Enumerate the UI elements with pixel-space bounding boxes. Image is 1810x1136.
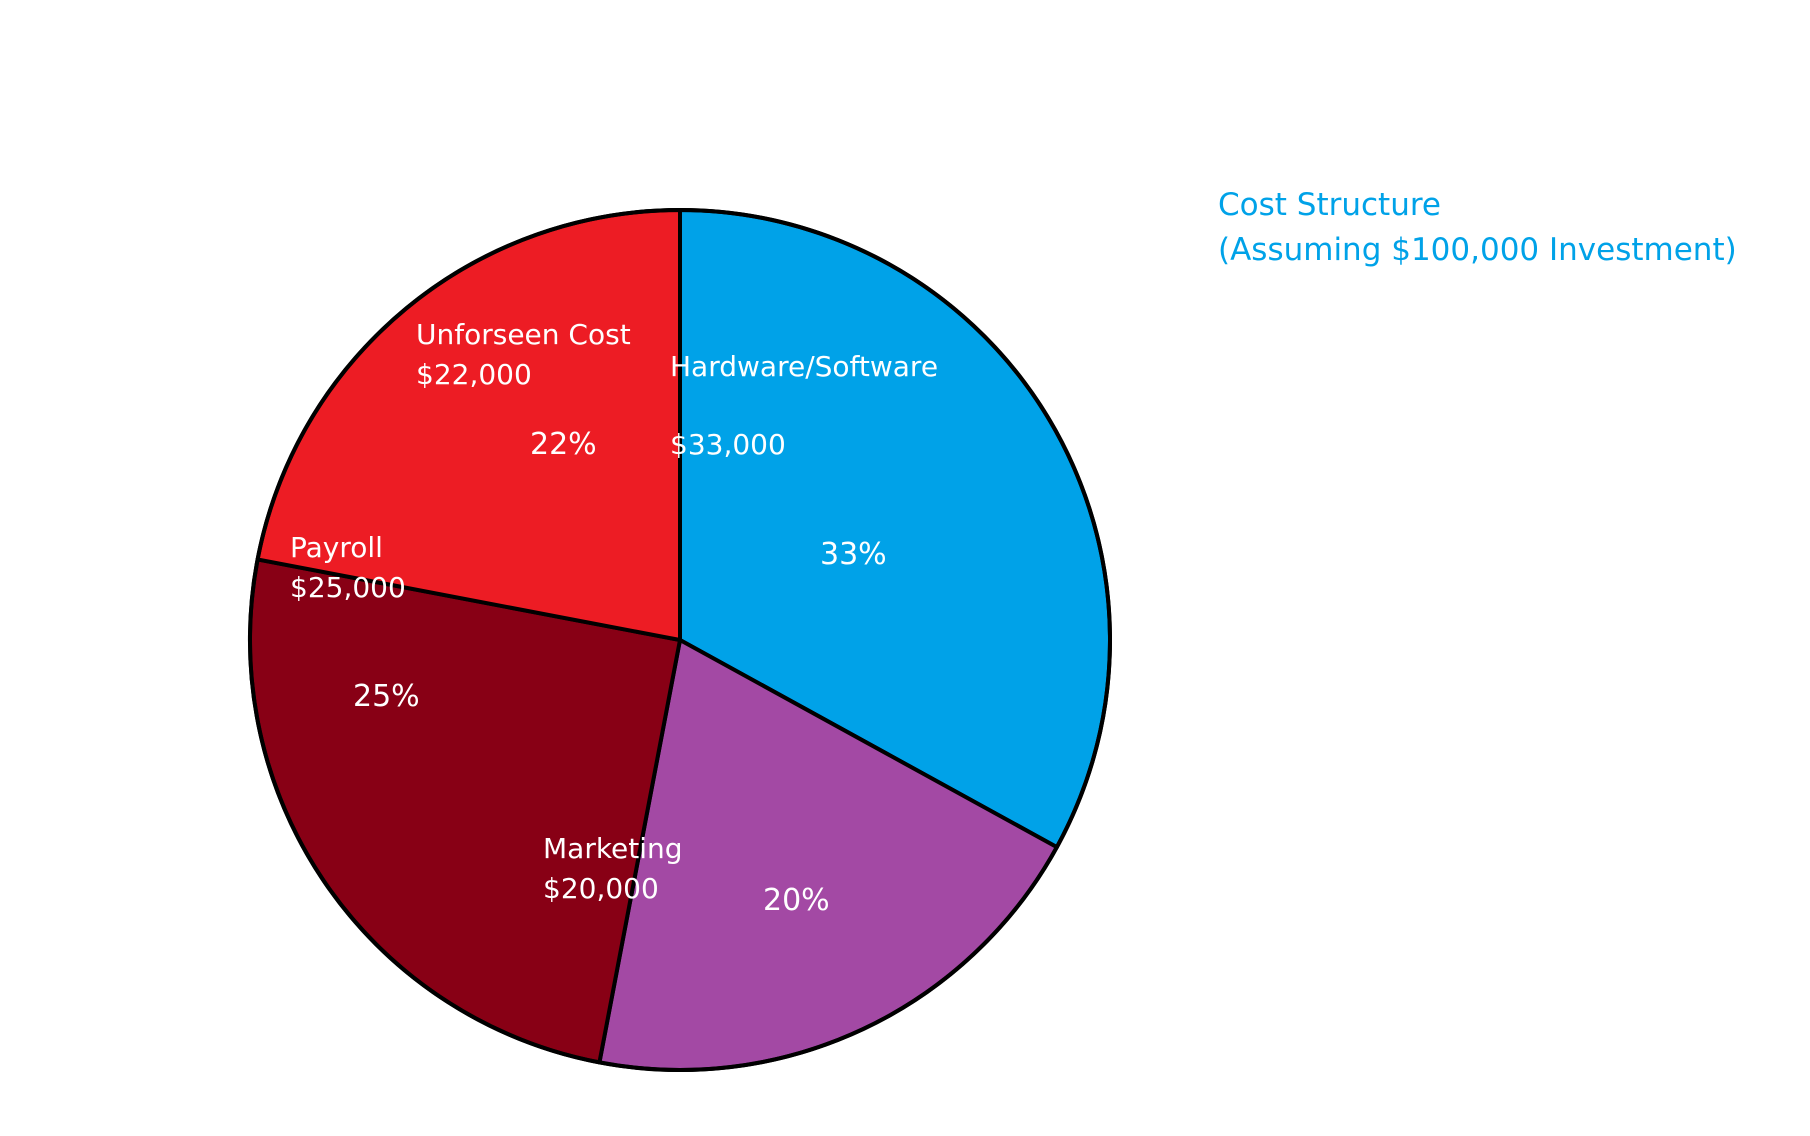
slice-name-label: Unforseen Cost: [416, 318, 631, 351]
slice-percent-label: 33%: [820, 537, 887, 572]
slice-percent-label: 22%: [530, 427, 597, 462]
slice-name-label: Payroll: [290, 531, 383, 564]
pie-slice-payroll: [248, 557, 682, 1065]
slice-amount-label: $20,000: [543, 872, 659, 905]
slice-amount-label: $33,000: [670, 428, 786, 461]
slice-name-label: Marketing: [543, 832, 683, 865]
slice-amount-label: $25,000: [290, 571, 406, 604]
slice-percent-label: 25%: [353, 679, 420, 714]
chart-subtitle: (Assuming $100,000 Investment): [1218, 232, 1737, 268]
slice-amount-label: $22,000: [416, 358, 532, 391]
slice-percent-label: 20%: [763, 883, 830, 918]
pie-outline: [248, 208, 1112, 1072]
chart-title: Cost Structure: [1218, 187, 1441, 223]
pie-labels: Hardware/Software $33,000 33% Marketing $20,…: [290, 318, 938, 918]
pie-slices: [248, 208, 1112, 1072]
slice-name-label: Hardware/Software: [670, 350, 938, 383]
